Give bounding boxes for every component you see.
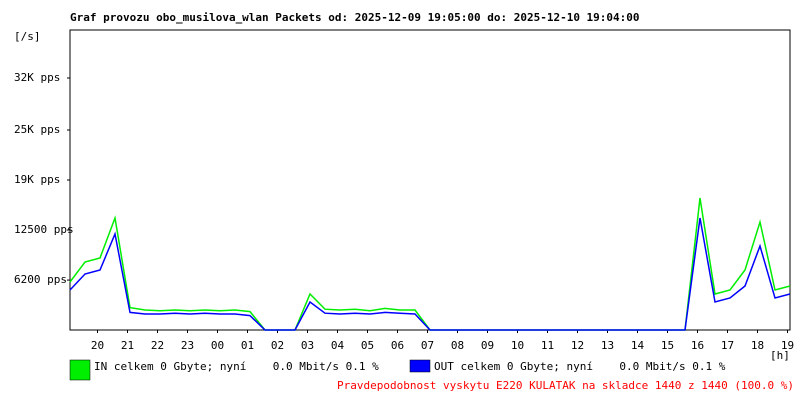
note: Pravdepodobnost vyskytu E220 KULATAK na …	[337, 379, 794, 392]
x-tick-label: 14	[631, 339, 645, 352]
x-tick-label: 03	[301, 339, 314, 352]
chart-title: Graf provozu obo_musilova_wlan Packets o…	[70, 11, 640, 24]
x-tick-label: 04	[331, 339, 345, 352]
x-tick-label: 13	[601, 339, 614, 352]
y-tick-label: 32K pps	[14, 71, 60, 84]
x-tick-label: 19	[781, 339, 794, 352]
series-line	[69, 217, 791, 331]
y-tick-label: 25K pps	[14, 123, 60, 136]
y-axis-label: [/s]	[14, 30, 41, 43]
x-tick-label: 06	[391, 339, 404, 352]
legend-label: OUT celkem 0 Gbyte; nyní 0.0 Mbit/s 0.1 …	[434, 360, 726, 373]
x-tick-label: 07	[421, 339, 434, 352]
x-tick-label: 11	[541, 339, 554, 352]
x-tick-label: 12	[571, 339, 584, 352]
legend-swatch	[69, 359, 91, 381]
plot-area	[69, 29, 791, 331]
x-tick-label: 08	[451, 339, 464, 352]
x-tick-label: 18	[751, 339, 764, 352]
y-tick-label: 19K pps	[14, 173, 60, 186]
x-tick-label: 05	[361, 339, 374, 352]
x-tick-label: 23	[181, 339, 194, 352]
legend-label: IN celkem 0 Gbyte; nyní 0.0 Mbit/s 0.1 %	[94, 360, 379, 373]
x-tick-label: 02	[271, 339, 284, 352]
y-tick-label: 6200 pps	[14, 273, 67, 286]
x-tick-label: 10	[511, 339, 524, 352]
x-tick-label: 09	[481, 339, 494, 352]
x-tick-label: 00	[211, 339, 224, 352]
legend-swatch	[409, 359, 431, 373]
x-tick-label: 16	[691, 339, 704, 352]
x-tick-label: 21	[121, 339, 134, 352]
x-tick-label: 17	[721, 339, 734, 352]
x-tick-label: 01	[241, 339, 254, 352]
x-tick-label: 20	[91, 339, 104, 352]
x-tick-label: 22	[151, 339, 164, 352]
x-axis-label: [h]	[770, 349, 790, 362]
x-tick-label: 15	[661, 339, 674, 352]
y-tick-label: 12500 pps	[14, 223, 74, 236]
